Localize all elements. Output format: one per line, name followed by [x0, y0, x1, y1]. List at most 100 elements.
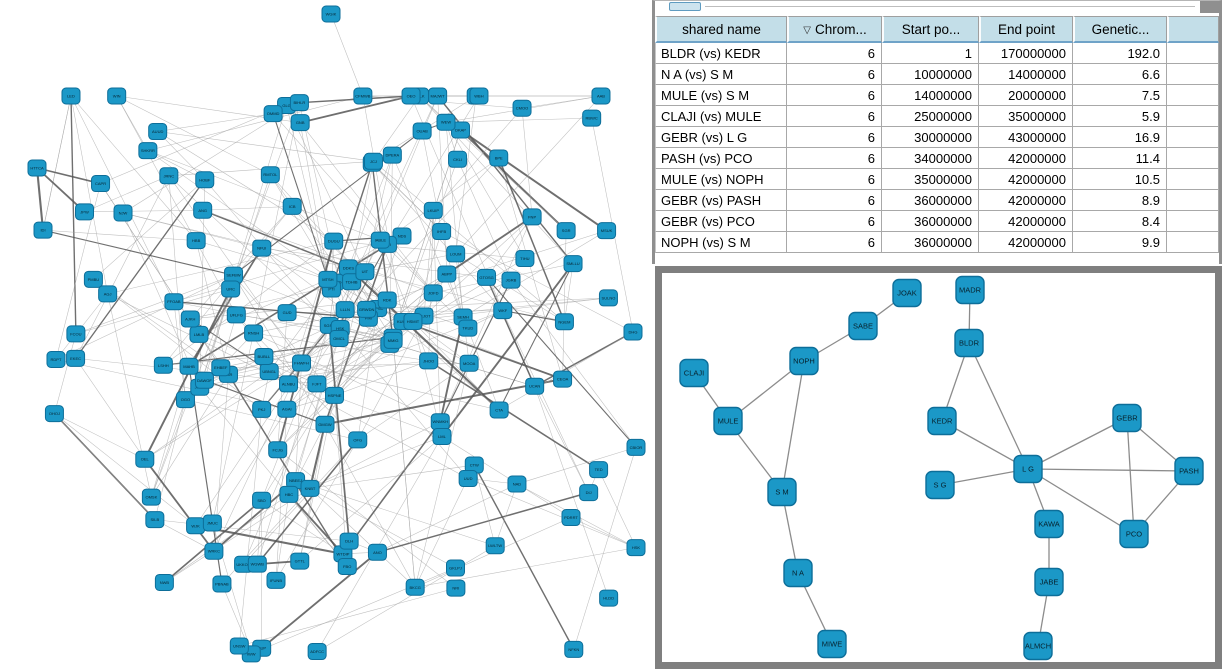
network-node[interactable]: PDRRT	[561, 509, 581, 527]
network-node[interactable]: MMIG	[383, 331, 403, 349]
network-node[interactable]: LMLB	[189, 325, 209, 343]
network-node-jabe[interactable]: JABE	[1034, 567, 1064, 597]
table-row[interactable]: N A (vs) S M 6 10000000 14000000 6.6	[655, 64, 1219, 85]
cell-end-point[interactable]: 20000000	[979, 85, 1073, 106]
cell-chrom[interactable]: 6	[787, 64, 882, 85]
cell-end-point[interactable]: 42000000	[979, 211, 1073, 232]
network-node[interactable]: NFUI	[252, 239, 272, 257]
network-node[interactable]: UNSW	[229, 637, 249, 655]
network-node[interactable]: TKUD	[458, 319, 478, 337]
network-node[interactable]: RBWC	[582, 109, 602, 127]
network-node[interactable]: BIHLR	[289, 94, 309, 112]
network-node[interactable]: LWLTW	[485, 537, 505, 555]
cell-shared-name[interactable]: MULE (vs) S M	[655, 85, 787, 106]
network-node[interactable]: LOUM	[446, 245, 466, 263]
network-node[interactable]: CTA	[489, 401, 509, 419]
network-node[interactable]: FCOU	[66, 325, 86, 343]
network-node-miwe[interactable]: MIWE	[817, 629, 847, 659]
network-node[interactable]: GRWDN	[357, 300, 377, 318]
table-hscrollbar[interactable]	[655, 1, 1219, 16]
network-node-n-a[interactable]: N A	[783, 558, 813, 588]
network-node[interactable]: NRI	[446, 579, 466, 597]
network-node[interactable]: WNMKH	[430, 413, 450, 431]
network-node[interactable]: NFKN	[564, 640, 584, 658]
cell-start-po[interactable]: 34000000	[882, 148, 979, 169]
network-node[interactable]: FJFT	[307, 375, 327, 393]
network-node[interactable]: WGIK	[321, 5, 341, 23]
network-node-noph[interactable]: NOPH	[789, 346, 819, 376]
network-node[interactable]: TIHU	[515, 250, 535, 268]
network-node[interactable]: MAJWT	[428, 87, 448, 105]
network-node[interactable]: LKUIP	[423, 201, 443, 219]
network-node[interactable]: PMBU	[83, 270, 103, 288]
network-node[interactable]: WKF	[493, 302, 513, 320]
network-node[interactable]: HLDD	[599, 589, 619, 607]
network-node[interactable]: SILB	[145, 511, 165, 529]
network-node-mule[interactable]: MULE	[713, 406, 743, 436]
network-node[interactable]: OUAB	[412, 122, 432, 140]
network-node-joak[interactable]: JOAK	[892, 278, 922, 308]
network-node[interactable]: OHOJ	[44, 405, 64, 423]
cell-genetic[interactable]: 10.5	[1073, 169, 1167, 190]
network-node[interactable]: IDI	[33, 221, 53, 239]
column-header-end-point[interactable]: End point	[979, 16, 1073, 43]
network-node[interactable]: SULNO	[598, 289, 618, 307]
network-node[interactable]: OFG	[348, 431, 368, 449]
network-node[interactable]: GMGW	[315, 415, 335, 433]
network-node[interactable]: UCAN	[525, 377, 545, 395]
cell-genetic[interactable]: 9.9	[1073, 232, 1167, 253]
network-node[interactable]: IHFB	[432, 223, 452, 241]
network-node[interactable]: FCJG	[268, 441, 288, 459]
network-node[interactable]: IFUNB	[266, 571, 286, 589]
cell-shared-name[interactable]: GEBR (vs) PASH	[655, 190, 787, 211]
network-node[interactable]: WRKC	[204, 542, 224, 560]
hscrollbar-track[interactable]	[705, 6, 1195, 7]
network-node-sabe[interactable]: SABE	[848, 311, 878, 341]
network-node[interactable]: NAD	[507, 475, 527, 493]
network-node[interactable]: HBC	[279, 485, 299, 503]
table-row[interactable]: MULE (vs) NOPH 6 35000000 42000000 10.5	[655, 169, 1219, 190]
network-node[interactable]: CBIOR	[626, 438, 646, 456]
cell-genetic[interactable]: 8.4	[1073, 211, 1167, 232]
network-node[interactable]: DIJ	[579, 484, 599, 502]
cell-shared-name[interactable]: GEBR (vs) L G	[655, 127, 787, 148]
network-node[interactable]: BUBLL	[254, 347, 274, 365]
cell-end-point[interactable]: 42000000	[979, 169, 1073, 190]
cell-chrom[interactable]: 6	[787, 232, 882, 253]
network-node[interactable]: LSHH	[153, 356, 173, 374]
network-node[interactable]: FHWFH	[292, 354, 312, 372]
network-node-almch[interactable]: ALMCH	[1023, 631, 1053, 661]
cell-genetic[interactable]: 11.4	[1073, 148, 1167, 169]
network-node-kedr[interactable]: KEDR	[927, 406, 957, 436]
cell-chrom[interactable]: 6	[787, 190, 882, 211]
network-node[interactable]: RNSH	[244, 324, 264, 342]
cell-start-po[interactable]: 35000000	[882, 169, 979, 190]
network-node[interactable]: SBO	[252, 491, 272, 509]
network-node[interactable]: EKEC	[66, 349, 86, 367]
network-node[interactable]: ALNBU	[279, 375, 299, 393]
network-node[interactable]: IABLE	[370, 231, 390, 249]
network-node[interactable]: DUGU	[324, 232, 344, 250]
network-node[interactable]: OEO	[401, 87, 421, 105]
cell-shared-name[interactable]: N A (vs) S M	[655, 64, 787, 85]
network-node[interactable]: GUD	[277, 304, 297, 322]
cell-start-po[interactable]: 10000000	[882, 64, 979, 85]
cell-start-po[interactable]: 14000000	[882, 85, 979, 106]
network-node[interactable]: TED	[589, 461, 609, 479]
network-node[interactable]: HSK	[626, 539, 646, 557]
cell-end-point[interactable]: 42000000	[979, 148, 1073, 169]
network-node[interactable]: MOOA	[459, 354, 479, 372]
network-node[interactable]: WBH	[469, 87, 489, 105]
network-node-pco[interactable]: PCO	[1119, 519, 1149, 549]
network-node[interactable]: JRNC	[159, 167, 179, 185]
network-edge-l-g-gebr[interactable]	[1027, 417, 1128, 470]
network-node[interactable]: ADFCC	[307, 643, 327, 661]
network-node[interactable]: BPE	[489, 149, 509, 167]
network-node-claji[interactable]: CLAJI	[679, 358, 709, 388]
cell-start-po[interactable]: 36000000	[882, 190, 979, 211]
network-node[interactable]: UUD	[458, 470, 478, 488]
network-node[interactable]: AUUD	[148, 123, 168, 141]
network-node[interactable]: EHBEF	[211, 359, 231, 377]
network-node[interactable]: LML	[432, 428, 452, 446]
network-node[interactable]: PBNAB	[212, 575, 232, 593]
